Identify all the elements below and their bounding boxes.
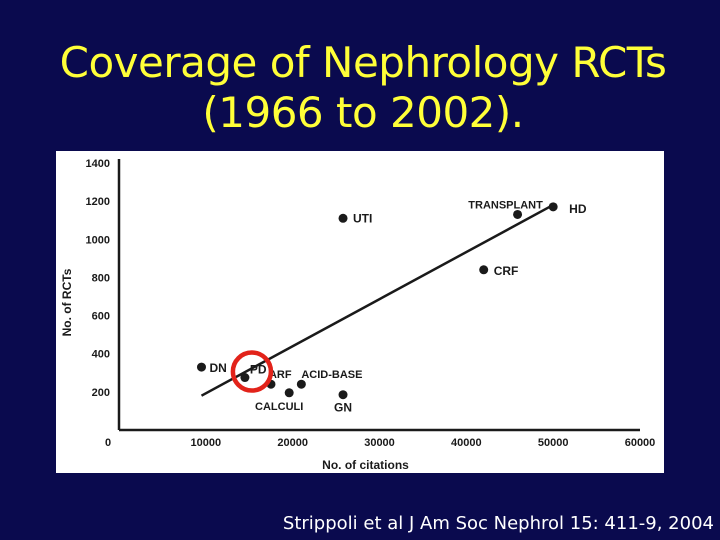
data-label-crf: CRF	[494, 264, 519, 278]
data-point-transplant	[513, 209, 523, 219]
data-label-calculi: CALCULI	[255, 401, 303, 413]
data-label-gn: GN	[334, 401, 352, 415]
data-label-hd: HD	[569, 202, 587, 216]
slide-title-line-1: Coverage of Nephrology RCTs	[59, 38, 667, 87]
data-point-hd	[548, 202, 558, 212]
y-tick-label: 1200	[86, 196, 110, 208]
trend-line	[200, 203, 554, 397]
x-tick-label: 0	[105, 437, 111, 449]
highlight-circle	[230, 350, 274, 393]
data-label-dn: DN	[209, 361, 226, 375]
x-tick-label: 40000	[451, 437, 482, 449]
x-axis-title: No. of citations	[322, 458, 409, 472]
x-tick-label: 60000	[625, 437, 656, 449]
data-point-crf	[479, 265, 489, 275]
y-tick-label: 400	[92, 349, 110, 361]
slide-title: Coverage of Nephrology RCTs (1966 to 200…	[0, 38, 720, 138]
y-tick-label: 800	[92, 272, 110, 284]
x-tick-label: 50000	[538, 437, 569, 449]
data-point-dn	[196, 362, 206, 372]
data-label-acid-base: ACID-BASE	[301, 369, 362, 381]
data-label-pd: PD	[250, 363, 267, 377]
y-axis-title: No. of RCTs	[60, 268, 74, 336]
x-tick-label: 30000	[364, 437, 395, 449]
x-tick-label: 20000	[277, 437, 308, 449]
data-label-transplant: TRANSPLANT	[468, 199, 543, 211]
data-label-uti: UTI	[353, 211, 372, 225]
x-tick-label: 10000	[191, 437, 222, 449]
y-tick-label: 200	[92, 387, 110, 399]
data-point-acid-base	[296, 379, 306, 389]
y-tick-label: 600	[92, 311, 110, 323]
data-point-gn	[338, 390, 348, 400]
data-point-calculi	[284, 388, 294, 398]
data-point-uti	[338, 213, 348, 223]
scatter-chart: 1400 1200 1000 800 600 400 200 0 10000 20000 30000…	[60, 158, 656, 472]
slide-title-line-2: (1966 to 2002).	[202, 88, 524, 137]
y-tick-label: 1400	[86, 158, 110, 170]
scatter-chart-panel: 1400 1200 1000 800 600 400 200 0 10000 20000 30000…	[56, 151, 664, 473]
source-citation: Strippoli et al J Am Soc Nephrol 15: 411…	[282, 513, 714, 534]
data-label-arf: ARF	[269, 369, 292, 381]
y-tick-label: 1000	[86, 234, 110, 246]
data-point-pd	[240, 373, 250, 383]
